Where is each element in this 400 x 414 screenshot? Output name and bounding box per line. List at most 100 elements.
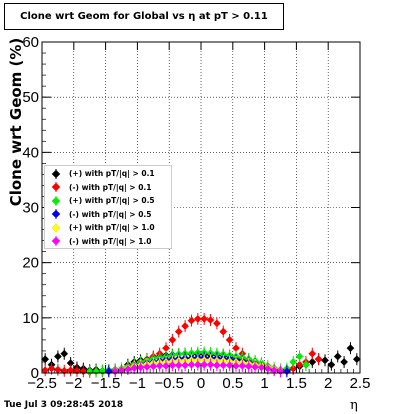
data-point <box>193 314 202 323</box>
data-point <box>352 355 361 364</box>
data-point <box>295 352 304 361</box>
data-point <box>282 367 291 376</box>
data-point <box>168 335 177 344</box>
legend-marker-icon <box>49 209 63 220</box>
legend-marker-icon <box>49 236 63 247</box>
x-tick-label: 2.5 <box>350 375 371 392</box>
x-tick-label: −2 <box>65 375 82 392</box>
data-point <box>333 352 342 361</box>
legend-label: (+) with pT/|q| > 1.0 <box>69 223 155 233</box>
legend: (+) with pT/|q| > 0.1 (-) with pT/|q| > 0… <box>44 165 172 249</box>
series-5 <box>111 358 285 378</box>
data-point <box>327 360 336 369</box>
legend-label: (+) with pT/|q| > 0.1 <box>69 169 155 179</box>
data-point <box>251 362 260 371</box>
data-point <box>162 361 170 370</box>
legend-entry: (+) with pT/|q| > 1.0 <box>45 221 171 235</box>
x-tick-label: 1.5 <box>286 375 307 392</box>
legend-marker-icon <box>49 168 63 179</box>
x-tick-label: −1 <box>129 375 146 392</box>
legend-label: (+) with pT/|q| > 0.5 <box>69 196 155 206</box>
data-point <box>155 361 164 370</box>
legend-label: (-) with pT/|q| > 0.1 <box>69 182 152 192</box>
legend-marker-icon <box>49 182 63 193</box>
data-point <box>47 364 56 373</box>
y-tick-label: 20 <box>22 255 39 272</box>
x-axis-label: η <box>350 398 358 413</box>
x-tick-label: 0.5 <box>222 375 243 392</box>
legend-entry: (+) with pT/|q| > 0.1 <box>45 167 171 181</box>
series-layer <box>41 312 361 378</box>
data-point <box>53 365 62 374</box>
data-point <box>117 366 126 375</box>
data-point <box>340 358 349 366</box>
data-point <box>187 360 196 369</box>
y-tick-label: 30 <box>22 200 39 217</box>
data-point <box>79 367 88 376</box>
x-tick-label: −2.5 <box>27 375 57 392</box>
data-point <box>219 327 228 336</box>
data-point <box>301 360 310 369</box>
data-point <box>289 358 298 366</box>
legend-marker-icon <box>49 222 63 233</box>
data-point <box>212 361 221 370</box>
x-tick-label: −1.5 <box>91 375 121 392</box>
data-point <box>212 319 221 328</box>
y-tick-label: 10 <box>22 310 39 327</box>
data-point <box>187 316 196 325</box>
x-tick-label: 2 <box>324 375 332 392</box>
data-point <box>314 355 323 364</box>
data-point <box>111 367 120 376</box>
axis-tick-labels: −2.5 −2 −1.5 −1 −0.5 0 0.5 1 1.5 2 2.5 0 10 20 30 40 50 6… <box>22 34 370 392</box>
legend-entry: (+) with pT/|q| > 0.5 <box>45 194 171 208</box>
chart-title: Clone wrt Geom for Global vs η at pT > 0… <box>4 3 284 30</box>
data-point <box>263 364 272 373</box>
data-point <box>130 364 139 372</box>
data-point <box>92 367 101 376</box>
data-point <box>60 349 69 358</box>
legend-marker-icon <box>49 195 63 206</box>
data-point <box>225 361 234 370</box>
data-point <box>270 366 279 375</box>
x-tick-label: 0 <box>197 375 205 392</box>
y-tick-label: 60 <box>22 34 39 51</box>
data-point <box>53 352 62 361</box>
data-point <box>149 362 158 371</box>
data-point <box>174 327 183 336</box>
data-point <box>244 362 253 371</box>
data-point <box>168 361 177 370</box>
data-point <box>181 322 190 331</box>
data-point <box>257 363 266 372</box>
data-point <box>225 335 234 344</box>
chart-title-text: Clone wrt Geom for Global vs η at pT > 0… <box>20 11 268 22</box>
data-point <box>193 360 202 369</box>
y-tick-label: 50 <box>22 89 39 106</box>
data-point <box>200 360 209 369</box>
data-point <box>174 361 183 370</box>
data-point <box>289 364 298 373</box>
x-tick-label: −0.5 <box>154 375 184 392</box>
data-point <box>238 361 247 370</box>
data-point <box>66 366 75 375</box>
x-tick-label: 1 <box>260 375 268 392</box>
data-point <box>41 366 50 375</box>
data-point <box>232 361 240 370</box>
datestamp: Tue Jul 3 09:28:45 2018 <box>4 400 124 410</box>
data-point <box>346 344 355 353</box>
legend-label: (-) with pT/|q| > 1.0 <box>69 236 152 246</box>
data-point <box>41 355 50 364</box>
data-point <box>295 360 304 369</box>
data-point <box>206 316 215 324</box>
data-point <box>85 367 94 376</box>
data-point <box>219 361 228 370</box>
y-axis-label: Clone wrt Geom (%) <box>7 37 25 207</box>
legend-label: (-) with pT/|q| > 0.5 <box>69 209 152 219</box>
data-point <box>206 360 215 369</box>
data-point <box>321 356 329 365</box>
data-point <box>308 349 317 358</box>
legend-entry: (-) with pT/|q| > 0.5 <box>45 208 171 222</box>
data-point <box>104 367 113 376</box>
data-point <box>308 358 317 366</box>
data-point <box>200 314 209 323</box>
